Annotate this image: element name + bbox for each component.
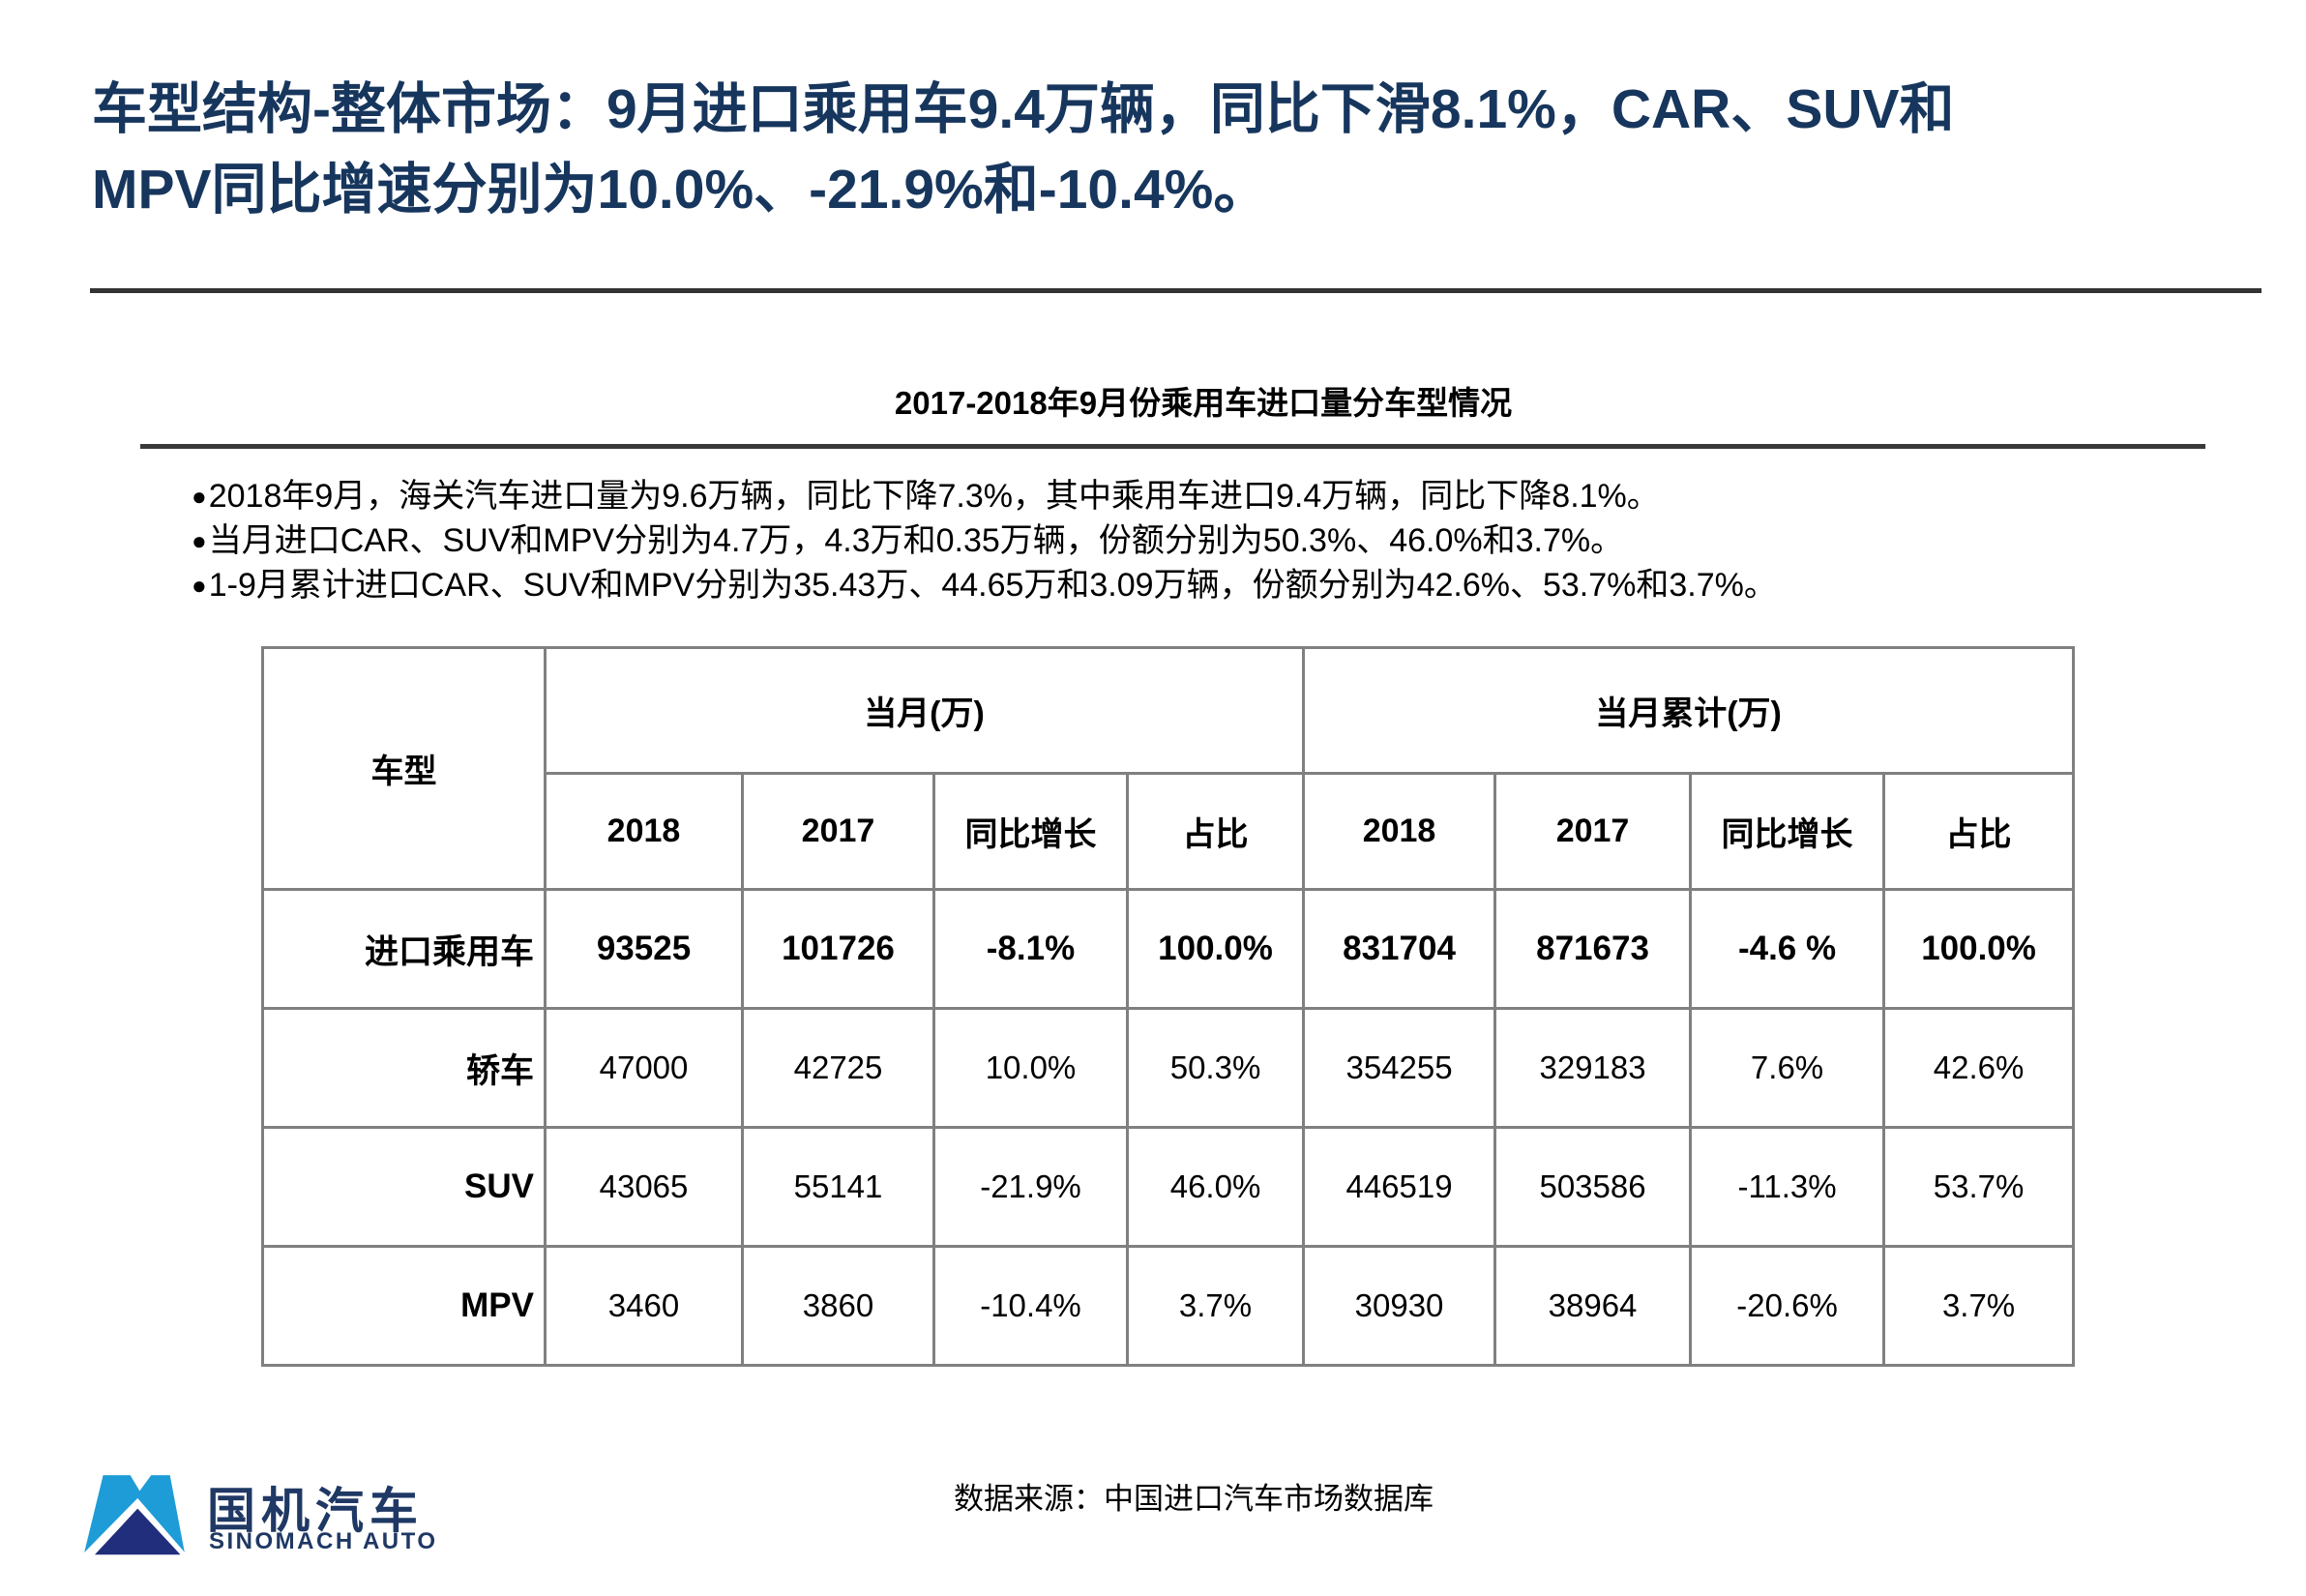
bullet-icon: ● xyxy=(192,526,207,555)
table-cell: 3860 xyxy=(741,1245,935,1367)
table-cell: 3.7% xyxy=(1125,1245,1306,1367)
table-cell: 100.0% xyxy=(1125,888,1306,1010)
row-label: 轿车 xyxy=(261,1007,547,1129)
table-row: 轿车 47000 42725 10.0% 50.3% 354255 329183… xyxy=(261,1007,2076,1129)
table-group-header-row: 车型 当月(万) 当月累计(万) xyxy=(261,646,2076,891)
bullet-text: 当月进口CAR、SUV和MPV分别为4.7万，4.3万和0.35万辆，份额分别为… xyxy=(208,522,1624,559)
table-cell: -20.6% xyxy=(1689,1245,1886,1367)
subheader-cell: 2017 xyxy=(741,772,935,891)
table-cell: 3460 xyxy=(544,1245,744,1367)
table-cell: 53.7% xyxy=(1882,1126,2076,1248)
bullet-text: 1-9月累计进口CAR、SUV和MPV分别为35.43万、44.65万和3.09… xyxy=(208,567,1777,604)
corner-header-cell: 车型 xyxy=(261,646,547,891)
table-cell: 55141 xyxy=(741,1126,935,1248)
bullet-list: ●2018年9月，海关汽车进口量为9.6万辆，同比下降7.3%，其中乘用车进口9… xyxy=(192,474,2223,607)
bullet-item: ●2018年9月，海关汽车进口量为9.6万辆，同比下降7.3%，其中乘用车进口9… xyxy=(192,474,2223,518)
table-subheader-row: 2018 2017 同比增长 占比 2018 2017 同比增长 占比 xyxy=(263,772,2076,891)
table-cell: 93525 xyxy=(544,888,744,1010)
table-cell: 100.0% xyxy=(1882,888,2076,1010)
table-heading-divider-line xyxy=(140,444,2205,449)
table-row: SUV 43065 55141 -21.9% 46.0% 446519 5035… xyxy=(261,1126,2076,1248)
row-label: SUV xyxy=(261,1126,547,1248)
data-source-note: 数据来源：中国进口汽车市场数据库 xyxy=(954,1482,1434,1516)
group-header-cumulative: 当月累计(万) xyxy=(1302,646,2076,775)
logo-company-name: 国机汽车 xyxy=(207,1484,424,1538)
table-row: MPV 3460 3860 -10.4% 3.7% 30930 38964 -2… xyxy=(261,1245,2076,1367)
table-cell: -8.1% xyxy=(932,888,1129,1010)
bullet-icon: ● xyxy=(192,571,207,600)
subheader-cell: 2018 xyxy=(544,772,744,891)
bullet-item: ●当月进口CAR、SUV和MPV分别为4.7万，4.3万和0.35万辆，份额分别… xyxy=(192,518,2223,563)
subheader-cell: 同比增长 xyxy=(932,772,1129,891)
subheader-cell: 2018 xyxy=(1302,772,1497,891)
table-cell: 38964 xyxy=(1493,1245,1693,1367)
page-title: 车型结构-整体市场：9月进口乘用车9.4万辆，同比下滑8.1%，CAR、SUV和… xyxy=(92,70,2292,230)
table-cell: 30930 xyxy=(1302,1245,1497,1367)
group-header-current-month: 当月(万) xyxy=(543,646,1306,775)
table-cell: 47000 xyxy=(544,1007,744,1129)
vehicle-import-table: 车型 当月(万) 当月累计(万) 2018 2017 同比增长 占比 2018 … xyxy=(261,646,2076,1367)
page-title-line2: MPV同比增速分别为10.0%、-21.9%和-10.4%。 xyxy=(92,159,1269,221)
logo-mountain-navy xyxy=(94,1508,181,1555)
table-cell: 329183 xyxy=(1493,1007,1693,1129)
table-cell: 50.3% xyxy=(1125,1007,1306,1129)
table-heading: 2017-2018年9月份乘用车进口量分车型情况 xyxy=(894,385,1513,421)
subheader-cell: 占比 xyxy=(1125,772,1306,891)
table-cell: 46.0% xyxy=(1125,1126,1306,1248)
table-cell: 871673 xyxy=(1493,888,1693,1010)
table-cell: 3.7% xyxy=(1882,1245,2076,1367)
subheader-cell: 2017 xyxy=(1493,772,1693,891)
table-cell: 43065 xyxy=(544,1126,744,1248)
table-cell: 354255 xyxy=(1302,1007,1497,1129)
table-cell: 7.6% xyxy=(1689,1007,1886,1129)
table-cell: 503586 xyxy=(1493,1126,1693,1248)
table-cell: -4.6 % xyxy=(1689,888,1886,1010)
table-cell: 42.6% xyxy=(1882,1007,2076,1129)
row-label: 进口乘用车 xyxy=(261,888,547,1010)
table-cell: 42725 xyxy=(741,1007,935,1129)
row-label: MPV xyxy=(261,1245,547,1367)
logo-company-name-en: SINOMACH AUTO xyxy=(209,1528,438,1554)
bullet-icon: ● xyxy=(192,482,207,511)
table-row: 进口乘用车 93525 101726 -8.1% 100.0% 831704 8… xyxy=(261,888,2076,1010)
table-cell: -21.9% xyxy=(932,1126,1129,1248)
table-cell: 101726 xyxy=(741,888,935,1010)
bullet-item: ●1-9月累计进口CAR、SUV和MPV分别为35.43万、44.65万和3.0… xyxy=(192,563,2223,607)
table-cell: -10.4% xyxy=(932,1245,1129,1367)
table-cell: 10.0% xyxy=(932,1007,1129,1129)
subheader-cell: 占比 xyxy=(1882,772,2076,891)
table-cell: 831704 xyxy=(1302,888,1497,1010)
subheader-cell: 同比增长 xyxy=(1689,772,1886,891)
sinomach-logo-icon xyxy=(82,1475,187,1555)
title-divider-line xyxy=(90,288,2262,293)
bullet-text: 2018年9月，海关汽车进口量为9.6万辆，同比下降7.3%，其中乘用车进口9.… xyxy=(208,478,1660,515)
page-title-line1: 车型结构-整体市场：9月进口乘用车9.4万辆，同比下滑8.1%，CAR、SUV和 xyxy=(92,78,1955,140)
table-cell: 446519 xyxy=(1302,1126,1497,1248)
table-cell: -11.3% xyxy=(1689,1126,1886,1248)
